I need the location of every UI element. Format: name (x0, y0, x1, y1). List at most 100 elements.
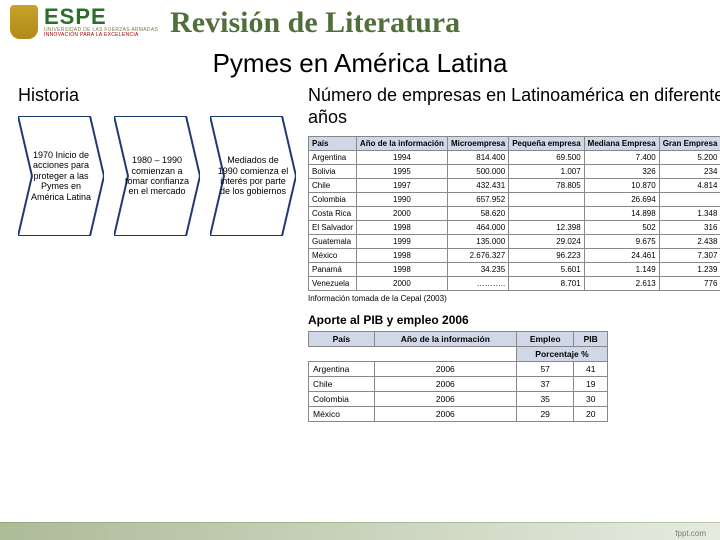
table-row: El Salvador1998464.00012.398502316477.21… (309, 221, 720, 235)
table-row: Guatemala1999135.00029.0249.6752.438176.… (309, 235, 720, 249)
table-cell: Guatemala (309, 235, 357, 249)
table-cell: 464.000 (447, 221, 508, 235)
table-cell: 502 (584, 221, 659, 235)
table-col-header: Año de la información (356, 137, 447, 151)
table-row: Bolivia1995500.0001.007326234501.567 (309, 165, 720, 179)
espe-logo: ESPE UNIVERSIDAD DE LAS FUERZAS ARMADAS … (10, 5, 158, 39)
table-cell: 2.676.327 (447, 249, 508, 263)
logo-name: ESPE (44, 6, 158, 28)
table-cell: 37 (516, 377, 573, 392)
table-cell (509, 193, 584, 207)
table-col-header: Microempresa (447, 137, 508, 151)
table-cell: 1.348 (659, 207, 720, 221)
table-cell: 2000 (356, 277, 447, 291)
table-cell (509, 207, 584, 221)
history-row: 1970 Inicio de acciones para proteger a … (18, 116, 296, 236)
table-cell: 1.149 (584, 263, 659, 277)
shield-icon (10, 5, 38, 39)
table-row: Colombia20063530 (309, 392, 608, 407)
table-cell: 326 (584, 165, 659, 179)
table-row: México19982.676.32796.22324.4617.3072.79… (309, 249, 720, 263)
table-cell: 58.620 (447, 207, 508, 221)
table-cell: Costa Rica (309, 207, 357, 221)
table-cell: 12.398 (509, 221, 584, 235)
pib-col-header: Empleo (516, 332, 573, 347)
table-cell: Colombia (309, 193, 357, 207)
table-cell: 9.675 (584, 235, 659, 249)
table-col-header: Pequeña empresa (509, 137, 584, 151)
pib-subheader: Porcentaje % (516, 347, 607, 362)
table-cell: 2006 (374, 377, 516, 392)
table-cell: 29 (516, 407, 573, 422)
table-cell: 1998 (356, 263, 447, 277)
table-cell: 1994 (356, 151, 447, 165)
table-cell: 4.814 (659, 179, 720, 193)
table-cell: 34.235 (447, 263, 508, 277)
table-col-header: Mediana Empresa (584, 137, 659, 151)
table-cell: 2006 (374, 392, 516, 407)
table-cell: 41 (574, 362, 608, 377)
table-cell: Argentina (309, 362, 375, 377)
table-cell: México (309, 407, 375, 422)
table-cell: 30 (574, 392, 608, 407)
table-cell: 8.701 (509, 277, 584, 291)
table-cell: Chile (309, 377, 375, 392)
table-cell: 2006 (374, 407, 516, 422)
table-cell: 316 (659, 221, 720, 235)
table-cell: 78.805 (509, 179, 584, 193)
table-cell: 2.438 (659, 235, 720, 249)
table-cell: 96.223 (509, 249, 584, 263)
table-cell: Panamá (309, 263, 357, 277)
pib-col-header: PIB (574, 332, 608, 347)
table-cell (659, 193, 720, 207)
table-cell: 14.898 (584, 207, 659, 221)
history-step-2: 1980 – 1990 comienzan a tomar confianza … (114, 116, 200, 236)
history-step-1: 1970 Inicio de acciones para proteger a … (18, 116, 104, 236)
table-cell: 135.000 (447, 235, 508, 249)
table-cell: 69.500 (509, 151, 584, 165)
table-cell: 7.307 (659, 249, 720, 263)
pib-col-header: País (309, 332, 375, 347)
table-cell: 776 (659, 277, 720, 291)
logo-motto: INNOVACIÓN PARA LA EXCELENCIA (44, 33, 158, 38)
pib-heading: Aporte al PIB y empleo 2006 (308, 313, 720, 327)
table-cell: 10.870 (584, 179, 659, 193)
companies-table: PaísAño de la informaciónMicroempresaPeq… (308, 136, 720, 291)
table-cell: 2006 (374, 362, 516, 377)
table-cell: 432.431 (447, 179, 508, 193)
subtitle: Pymes en América Latina (0, 48, 720, 79)
page-title: Revisión de Literatura (170, 4, 710, 40)
table-row: Argentina20065741 (309, 362, 608, 377)
history-heading: Historia (18, 85, 296, 106)
table-col-header: Gran Empresa (659, 137, 720, 151)
history-step-label: 1980 – 1990 comienzan a tomar confianza … (114, 155, 200, 196)
table-cell: El Salvador (309, 221, 357, 235)
table-cell: 20 (574, 407, 608, 422)
table-cell: 19 (574, 377, 608, 392)
table-cell: Bolivia (309, 165, 357, 179)
table-row: Costa Rica200058.62014.8981.34874.866 (309, 207, 720, 221)
table-cell: 1995 (356, 165, 447, 179)
table-row: Venezuela2000………..8.7012.613776……….. (309, 277, 720, 291)
table-cell: México (309, 249, 357, 263)
table-cell: 5.200 (659, 151, 720, 165)
table-cell: ……….. (447, 277, 508, 291)
footer-credit: fppt.com (675, 529, 706, 538)
table-cell: 1.239 (659, 263, 720, 277)
table-cell: 24.461 (584, 249, 659, 263)
table-cell: Colombia (309, 392, 375, 407)
footer-strip (0, 522, 720, 540)
table-cell: 1997 (356, 179, 447, 193)
table-cell: Chile (309, 179, 357, 193)
table-cell: 234 (659, 165, 720, 179)
table-cell: 5.601 (509, 263, 584, 277)
table-cell: 35 (516, 392, 573, 407)
table-cell: 26.694 (584, 193, 659, 207)
table-cell: 1.007 (509, 165, 584, 179)
history-step-label: 1970 Inicio de acciones para proteger a … (18, 150, 104, 202)
table-row: Argentina1994814.40069.5007.4005.200896.… (309, 151, 720, 165)
table-cell: 814.400 (447, 151, 508, 165)
table-cell: 500.000 (447, 165, 508, 179)
table-cell: 29.024 (509, 235, 584, 249)
table-cell: 1999 (356, 235, 447, 249)
